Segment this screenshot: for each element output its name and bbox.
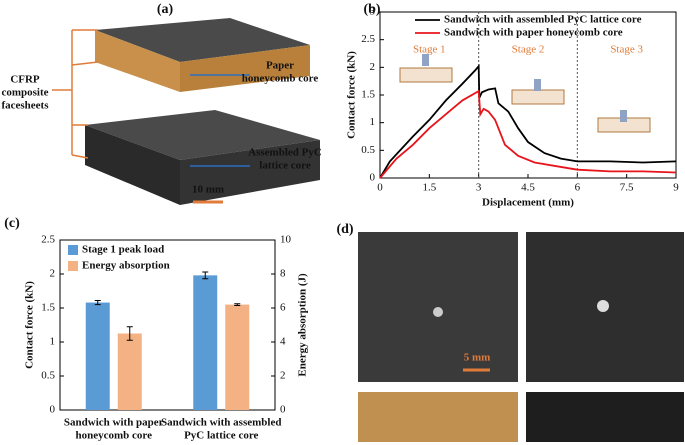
core-label: honeycomb core (242, 73, 319, 85)
legend-swatch (68, 261, 78, 271)
y2-axis-label: Energy absorption (J) (297, 273, 309, 377)
y2-tick-label: 6 (280, 302, 286, 314)
legend-label: Sandwich with paper honeycomb core (444, 27, 623, 39)
y-tick-label: 1.5 (41, 302, 55, 314)
x-axis-label: Displacement (mm) (482, 197, 574, 209)
stage-label: Stage 3 (610, 44, 643, 56)
photo-d (358, 232, 684, 442)
y-tick-label: 3 (370, 6, 376, 18)
error-bar (202, 271, 209, 280)
core-label: lattice core (259, 160, 311, 172)
stage-label: Stage 2 (512, 44, 545, 56)
y-tick-label: 2.5 (361, 33, 375, 45)
scale-bar-label: 5 mm (464, 352, 491, 364)
x-tick-label: 6 (575, 182, 581, 194)
x-tick-label: honeycomb core (76, 430, 153, 442)
core-label: Assembled PyC (248, 147, 322, 159)
y-tick-label: 1.5 (361, 89, 375, 101)
panel-label: (d) (336, 222, 353, 237)
y-tick-label: 2 (370, 61, 376, 73)
indenter (620, 110, 627, 122)
y2-tick-label: 2 (280, 370, 286, 382)
y-axis-label: Contact force (kN) (24, 281, 36, 369)
panel-label: (a) (157, 2, 174, 17)
y-tick-label: 2 (50, 268, 56, 280)
y-tick-label: 1 (370, 116, 376, 128)
x-tick-label: 4.5 (521, 182, 535, 194)
x-tick-label: Sandwich with assembled (161, 417, 281, 429)
line-series (379, 89, 677, 179)
y2-tick-label: 4 (280, 336, 286, 348)
plot-frame (59, 239, 276, 411)
y-tick-label: 0.5 (361, 144, 375, 156)
y-axis-label: Contact force (kN) (346, 51, 358, 139)
facesheet-label: facesheets (1, 100, 49, 112)
indenter (422, 54, 429, 66)
x-tick-label: 3 (476, 182, 482, 194)
y-tick-label: 0 (50, 404, 56, 416)
x-tick-label: 1.5 (422, 182, 436, 194)
legend-label: Energy absorption (82, 260, 170, 272)
y2-tick-label: 10 (280, 234, 292, 246)
y2-tick-label: 0 (280, 404, 286, 416)
bar (85, 302, 110, 410)
facesheet-label: CFRP (10, 74, 40, 86)
indenter (534, 79, 541, 91)
core-label: Paper (266, 60, 294, 72)
stage-label: Stage 1 (413, 44, 446, 56)
inset-sketch (399, 67, 453, 83)
error-bar (234, 303, 241, 306)
facesheet-label: composite (1, 87, 48, 99)
bar (225, 304, 250, 410)
error-bar (126, 326, 133, 341)
scale-bar-label: 10 mm (192, 184, 224, 196)
legend-label: Stage 1 peak load (82, 244, 164, 256)
x-tick-label: PyC lattice core (184, 430, 258, 442)
photo-a (52, 18, 320, 205)
y-tick-label: 0 (370, 172, 376, 184)
line-series (379, 63, 677, 179)
inset-sketch (511, 89, 565, 105)
x-tick-label: 9 (673, 182, 679, 194)
legend-label: Sandwich with assembled PyC lattice core (444, 14, 642, 26)
y-tick-label: 2.5 (41, 234, 55, 246)
x-tick-label: 0 (377, 182, 383, 194)
y-tick-label: 0.5 (41, 370, 55, 382)
bar (193, 275, 218, 410)
panel-label: (b) (363, 2, 380, 17)
legend-swatch (68, 245, 78, 255)
error-bar (94, 300, 101, 306)
bar (117, 333, 142, 410)
y-tick-label: 1 (50, 336, 56, 348)
x-tick-label: 7.5 (620, 182, 634, 194)
panel-label: (c) (4, 216, 20, 231)
y2-tick-label: 8 (280, 268, 286, 280)
x-tick-label: Sandwich with paper (64, 417, 164, 429)
